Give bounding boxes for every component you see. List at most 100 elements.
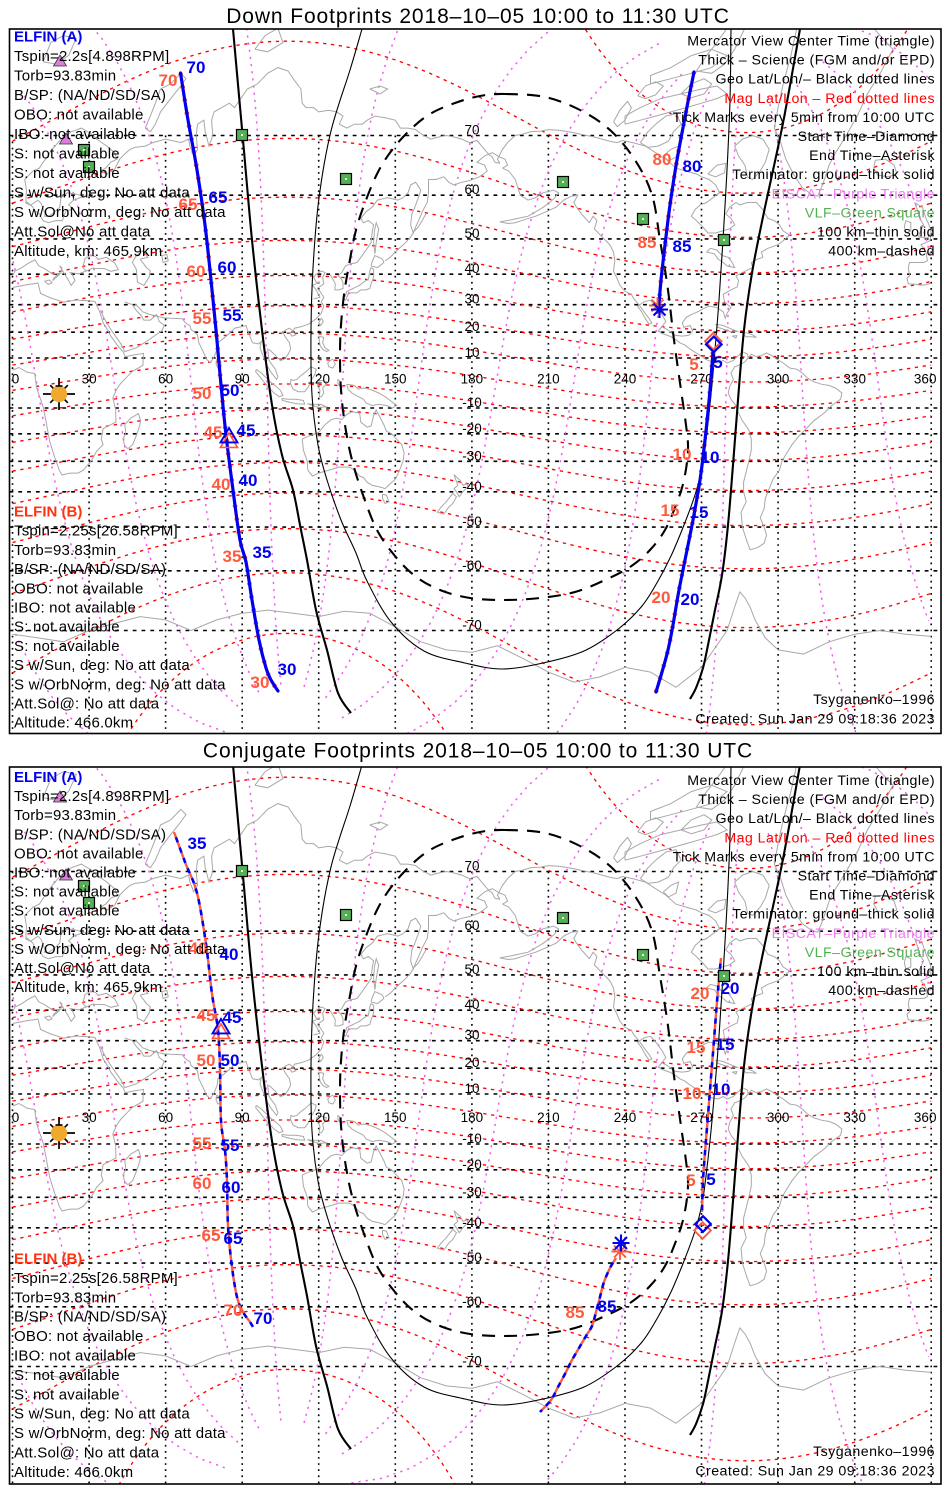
svg-text:Down Footprints 2018–10–05 10:: Down Footprints 2018–10–05 10:00 to 11:3… xyxy=(226,5,730,28)
svg-text:65: 65 xyxy=(209,188,228,207)
svg-text:Mercator View Center Time (tri: Mercator View Center Time (triangle) xyxy=(687,773,935,789)
svg-text:-70: -70 xyxy=(462,1354,482,1369)
svg-text:S w/OrbNorm, deg: No att data: S w/OrbNorm, deg: No att data xyxy=(14,1425,226,1442)
svg-text:S w/Sun, deg: No att data: S w/Sun, deg: No att data xyxy=(14,1406,190,1423)
svg-text:35: 35 xyxy=(223,547,242,566)
svg-text:-30: -30 xyxy=(462,448,482,463)
svg-text:Att.Sol@: No att data: Att.Sol@: No att data xyxy=(14,696,160,713)
svg-text:120: 120 xyxy=(307,372,330,387)
svg-text:ELFIN (A): ELFIN (A) xyxy=(14,769,82,786)
svg-text:150: 150 xyxy=(384,372,407,387)
svg-text:55: 55 xyxy=(193,309,212,328)
svg-text:Altitude, km: 465.9km: Altitude, km: 465.9km xyxy=(14,243,162,260)
svg-text:Att.Sol@No att data: Att.Sol@No att data xyxy=(14,960,151,977)
svg-text:60: 60 xyxy=(218,258,237,277)
svg-text:Tspin=2.25s[26.58RPM]: Tspin=2.25s[26.58RPM] xyxy=(14,1270,178,1287)
svg-text:20: 20 xyxy=(464,1055,479,1070)
svg-text:20: 20 xyxy=(721,979,740,998)
svg-text:S w/Sun, deg: No att data: S w/Sun, deg: No att data xyxy=(14,185,190,202)
svg-text:-70: -70 xyxy=(462,618,482,633)
svg-text:70: 70 xyxy=(159,71,178,90)
svg-text:100 km–thin solid: 100 km–thin solid xyxy=(817,225,935,241)
svg-text:15: 15 xyxy=(687,1038,706,1057)
svg-text:Conjugate Footprints 2018–10–0: Conjugate Footprints 2018–10–05 10:00 to… xyxy=(203,740,753,763)
svg-text:Start Time–Diamond: Start Time–Diamond xyxy=(798,129,935,145)
svg-text:35: 35 xyxy=(253,543,272,562)
svg-text:85: 85 xyxy=(598,1297,617,1316)
svg-text:210: 210 xyxy=(537,1110,560,1125)
svg-text:60: 60 xyxy=(464,182,479,197)
svg-text:EISCAT–Purple Triangle: EISCAT–Purple Triangle xyxy=(772,186,935,202)
svg-text:35: 35 xyxy=(188,834,207,853)
svg-text:Geo Lat/Lon/– Black dotted lin: Geo Lat/Lon/– Black dotted lines xyxy=(716,811,935,827)
svg-text:65: 65 xyxy=(179,195,198,214)
svg-text:65: 65 xyxy=(202,1226,221,1245)
svg-text:80: 80 xyxy=(683,157,702,176)
svg-text:40: 40 xyxy=(189,939,208,958)
svg-text:70: 70 xyxy=(254,1309,273,1328)
svg-text:S: not available: S: not available xyxy=(14,884,120,901)
svg-text:10: 10 xyxy=(712,1080,731,1099)
svg-text:10: 10 xyxy=(464,345,479,360)
svg-text:-30: -30 xyxy=(462,1184,482,1199)
svg-text:IBO: not available: IBO: not available xyxy=(14,126,136,143)
svg-text:S: not available: S: not available xyxy=(14,1367,120,1384)
svg-text:OBO: not available: OBO: not available xyxy=(14,845,144,862)
svg-text:10: 10 xyxy=(701,448,720,467)
svg-text:80: 80 xyxy=(653,150,672,169)
svg-text:Tsyganenko–1996: Tsyganenko–1996 xyxy=(813,692,935,708)
svg-text:180: 180 xyxy=(461,372,484,387)
svg-text:IBO: not available: IBO: not available xyxy=(14,865,136,882)
svg-text:150: 150 xyxy=(384,1110,407,1125)
svg-text:Tick Marks every 5min from 10:: Tick Marks every 5min from 10:00 UTC xyxy=(673,849,935,865)
svg-text:Tspin=2.2s[4.898RPM]: Tspin=2.2s[4.898RPM] xyxy=(14,48,169,65)
svg-text:400 km–dashed: 400 km–dashed xyxy=(828,983,935,999)
svg-text:40: 40 xyxy=(239,471,258,490)
svg-text:270: 270 xyxy=(690,372,713,387)
svg-text:5: 5 xyxy=(713,353,722,372)
svg-text:Created: Sun Jan 29 09:18:36 2: Created: Sun Jan 29 09:18:36 2023 xyxy=(695,712,935,728)
svg-text:15: 15 xyxy=(661,501,680,520)
svg-text:End Time–Asterisk: End Time–Asterisk xyxy=(809,148,935,164)
svg-text:60: 60 xyxy=(187,262,206,281)
svg-text:S: not available: S: not available xyxy=(14,165,120,182)
svg-text:60: 60 xyxy=(193,1174,212,1193)
svg-text:Mercator View Center Time (tri: Mercator View Center Time (triangle) xyxy=(687,34,935,50)
svg-text:Tspin=2.25s[26.58RPM]: Tspin=2.25s[26.58RPM] xyxy=(14,523,178,540)
svg-text:50: 50 xyxy=(221,381,240,400)
svg-text:20: 20 xyxy=(464,319,479,334)
svg-text:40: 40 xyxy=(464,997,479,1012)
svg-text:-50: -50 xyxy=(462,514,482,529)
svg-text:400 km–dashed: 400 km–dashed xyxy=(828,244,935,260)
svg-text:Geo Lat/Lon/– Black dotted lin: Geo Lat/Lon/– Black dotted lines xyxy=(716,72,935,88)
svg-text:Terminator: ground–thick solid: Terminator: ground–thick solid xyxy=(732,907,935,923)
svg-text:Tick Marks every 5min from 10:: Tick Marks every 5min from 10:00 UTC xyxy=(673,110,935,126)
svg-text:-40: -40 xyxy=(462,479,482,494)
svg-text:Torb=93.83min: Torb=93.83min xyxy=(14,1289,116,1306)
svg-text:S w/Sun, deg: No att data: S w/Sun, deg: No att data xyxy=(14,922,190,939)
svg-text:55: 55 xyxy=(221,1136,240,1155)
svg-text:-40: -40 xyxy=(462,1215,482,1230)
svg-text:20: 20 xyxy=(652,588,671,607)
svg-text:S: not available: S: not available xyxy=(14,619,120,636)
svg-text:Altitude: 466.0km: Altitude: 466.0km xyxy=(14,1464,133,1481)
svg-text:Torb=93.83min: Torb=93.83min xyxy=(14,542,116,559)
svg-text:ELFIN (A): ELFIN (A) xyxy=(14,29,82,46)
svg-text:240: 240 xyxy=(614,1110,637,1125)
svg-text:-10: -10 xyxy=(462,1131,482,1146)
svg-text:85: 85 xyxy=(638,233,657,252)
svg-text:Tspin=2.2s[4.898RPM]: Tspin=2.2s[4.898RPM] xyxy=(14,788,169,805)
svg-text:50: 50 xyxy=(197,1051,216,1070)
svg-text:VLF–Green Square: VLF–Green Square xyxy=(805,205,935,221)
svg-text:ELFIN (B): ELFIN (B) xyxy=(14,504,82,521)
svg-text:OBO: not available: OBO: not available xyxy=(14,1328,144,1345)
svg-text:Start Time–Diamond: Start Time–Diamond xyxy=(798,869,935,885)
svg-text:S w/Sun, deg: No att data: S w/Sun, deg: No att data xyxy=(14,657,190,674)
svg-text:Thick – Science (FGM and/or EP: Thick – Science (FGM and/or EPD) xyxy=(698,792,935,808)
svg-text:60: 60 xyxy=(222,1178,241,1197)
svg-text:B/SP: (NA/ND/SD/SA): B/SP: (NA/ND/SD/SA) xyxy=(14,87,166,104)
svg-text:Mag Lat/Lon – Red dotted lines: Mag Lat/Lon – Red dotted lines xyxy=(724,830,935,846)
svg-text:85: 85 xyxy=(673,237,692,256)
svg-text:300: 300 xyxy=(767,1110,790,1125)
svg-text:50: 50 xyxy=(464,226,479,241)
